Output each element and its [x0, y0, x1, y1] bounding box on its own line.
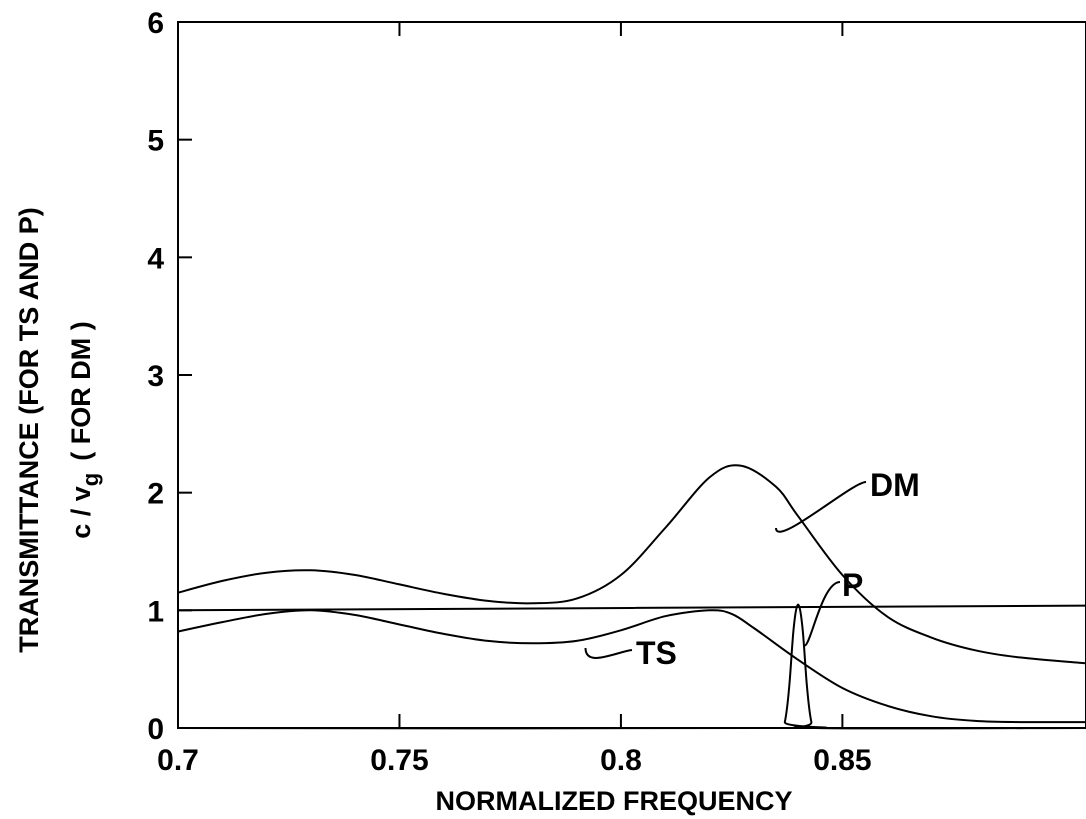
y-tick-label: 1 [147, 595, 164, 628]
x-axis-label: NORMALIZED FREQUENCY [436, 786, 793, 816]
leader-dm [775, 481, 867, 533]
y-tick-label: 6 [147, 7, 164, 40]
y-tick-label: 0 [147, 713, 164, 746]
series-label-ts: TS [636, 635, 677, 671]
series-label-dm: DM [870, 467, 920, 503]
y-axis: 0 1 2 3 4 5 6 [147, 7, 192, 746]
x-tick-label: 0.75 [370, 744, 428, 777]
series-dm-line [177, 464, 1086, 665]
series-ts-line [177, 609, 1086, 724]
y-axis-label-cvg: c / v [66, 486, 96, 539]
plot-curves [177, 464, 1086, 730]
y-tick-label: 2 [147, 478, 164, 511]
series-annotations: DM TS P [584, 467, 920, 671]
series-label-p: P [842, 567, 863, 603]
y-axis-label-subscript: g [78, 473, 103, 486]
x-axis: 0.7 0.75 0.8 0.85 [157, 22, 872, 777]
x-tick-label: 0.85 [813, 744, 871, 777]
x-tick-label: 0.7 [157, 744, 199, 777]
plot-frame [177, 21, 1086, 729]
leader-ts [584, 647, 633, 659]
reference-line [177, 604, 1086, 612]
y-tick-label: 3 [147, 360, 164, 393]
y-axis-label-line1: TRANSMITTANCE (FOR TS AND P) [14, 207, 44, 652]
leader-p [803, 581, 841, 647]
y-axis-label-dm: ( FOR DM ) [66, 321, 96, 460]
series-p-line [177, 603, 1086, 730]
y-tick-label: 4 [147, 242, 164, 275]
x-tick-label: 0.8 [600, 744, 642, 777]
y-tick-label: 5 [147, 125, 164, 158]
y-axis-label-line2: c / vg ( FOR DM ) [66, 321, 103, 538]
